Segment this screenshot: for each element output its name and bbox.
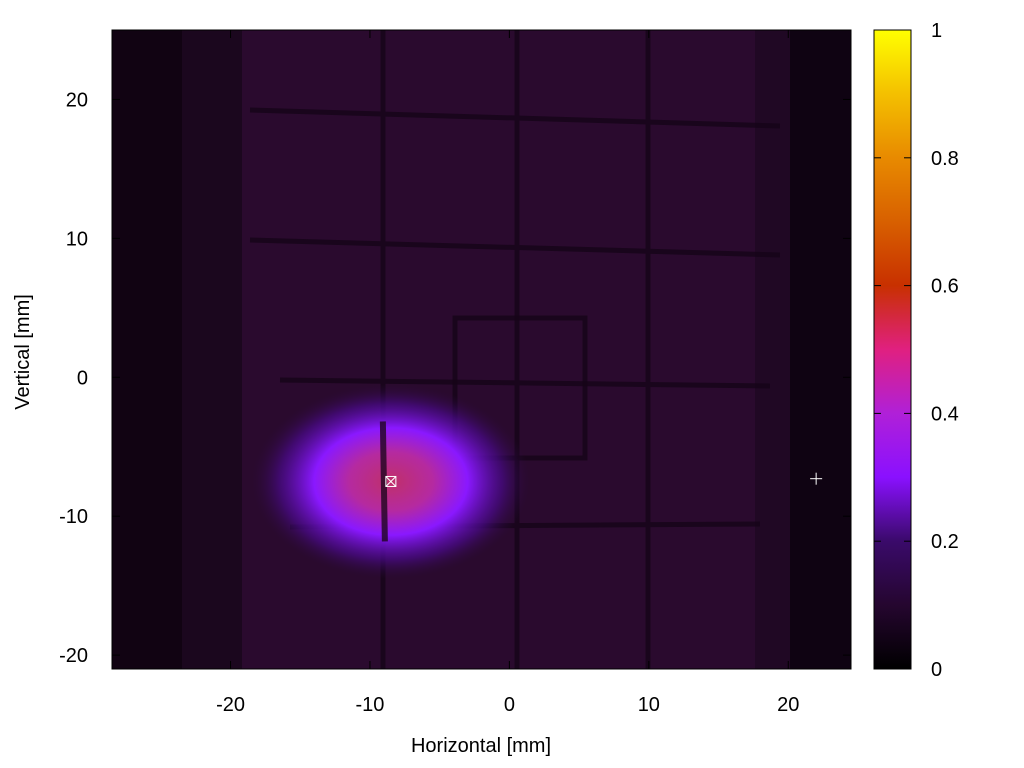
y-axis-label: Vertical [mm]	[12, 294, 34, 410]
colorbar	[873, 29, 912, 670]
x-tick-label: 20	[777, 694, 799, 716]
x-axis-label: Horizontal [mm]	[411, 735, 551, 757]
y-tick-label: -20	[59, 645, 88, 667]
dark-band-right	[790, 30, 851, 669]
colorbar-ticks: 0 0.2 0.4 0.6 0.8 1	[874, 20, 959, 681]
x-axis: -20 -10 0 10 20	[216, 30, 799, 716]
x-tick-label: 10	[638, 694, 660, 716]
colorbar-tick-label: 0.2	[931, 531, 959, 553]
y-tick-label: -10	[59, 506, 88, 528]
colorbar-tick-label: 1	[931, 20, 942, 42]
beam-spot-shadow-line	[379, 421, 388, 542]
center-marker-x2	[385, 476, 397, 487]
y-axis: -20 -10 0 10 20	[59, 89, 851, 667]
grid-shadows	[249, 30, 781, 669]
markers	[385, 472, 823, 487]
colorbar-tick-label: 0	[931, 659, 942, 681]
colorbar-tick-label: 0.6	[931, 276, 959, 298]
y-tick-label: 0	[77, 367, 88, 389]
y-tick-label: 20	[66, 89, 88, 111]
x-tick-label: 0	[504, 694, 515, 716]
x-tick-label: -20	[216, 694, 245, 716]
colorbar-tick-label: 0.4	[931, 403, 959, 425]
dark-band-left-fade	[182, 30, 242, 669]
dark-band-right-fade	[755, 30, 790, 669]
plot-area	[112, 30, 851, 669]
colorbar-tick-label: 0.8	[931, 148, 959, 170]
y-tick-label: 10	[66, 228, 88, 250]
center-marker	[385, 475, 397, 487]
x-tick-label: -10	[355, 694, 384, 716]
plot-border	[111, 29, 852, 670]
dark-band-left	[112, 30, 182, 669]
